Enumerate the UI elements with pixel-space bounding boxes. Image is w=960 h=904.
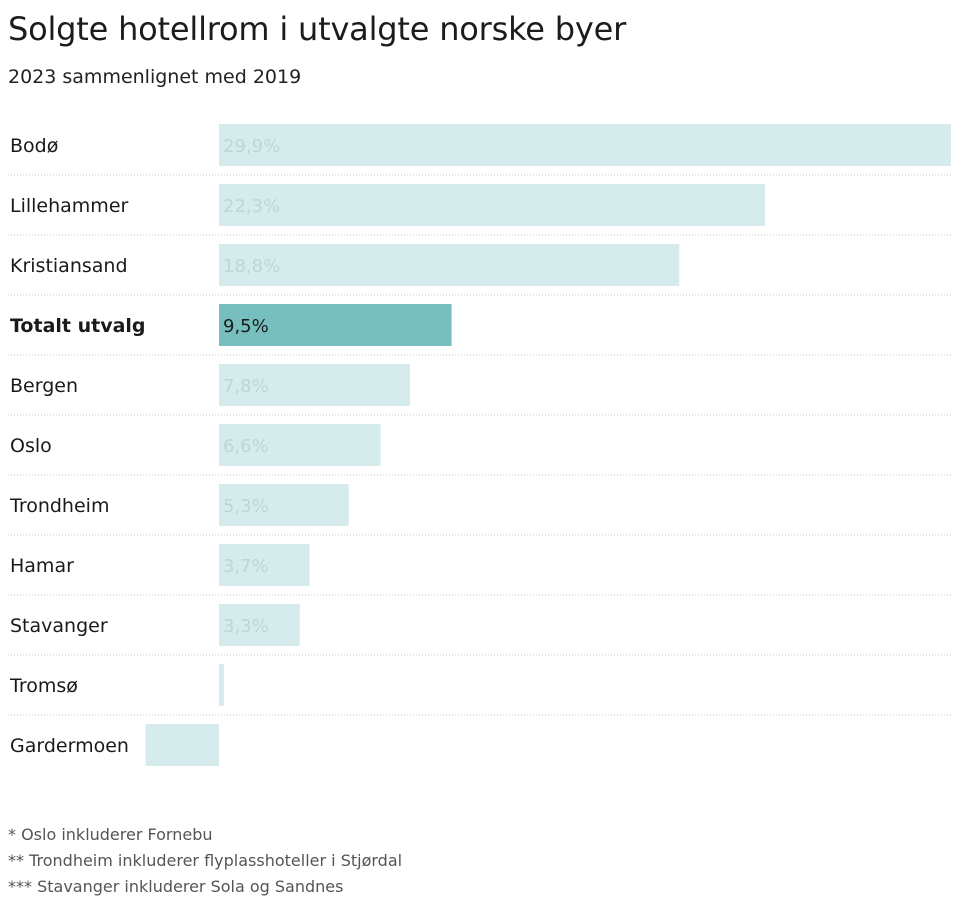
category-label-1: Lillehammer	[10, 195, 129, 217]
footnote-trondheim: ** Trondheim inkluderer flyplasshoteller…	[8, 851, 403, 870]
data-label-5: 6,6%	[223, 436, 269, 457]
bar-6	[219, 484, 349, 526]
data-label-0: 29,9%	[223, 136, 280, 157]
bar-2	[219, 244, 680, 286]
footnote-stavanger: *** Stavanger inkluderer Sola og Sandnes	[8, 877, 344, 896]
bar-3	[219, 304, 452, 346]
category-label-7: Hamar	[10, 555, 74, 577]
bar-5	[219, 424, 381, 466]
footnote-oslo: * Oslo inkluderer Fornebu	[8, 825, 213, 844]
data-label-1: 22,3%	[223, 196, 280, 217]
category-label-2: Kristiansand	[10, 255, 128, 277]
chart-subtitle: 2023 sammenlignet med 2019	[8, 66, 302, 88]
category-label-5: Oslo	[10, 435, 52, 457]
data-label-8: 3,3%	[223, 616, 269, 637]
chart-title: Solgte hotellrom i utvalgte norske byer	[8, 10, 627, 48]
bar-9	[219, 664, 224, 706]
category-label-6: Trondheim	[9, 495, 109, 517]
category-label-10: Gardermoen	[10, 735, 129, 757]
category-label-9: Tromsø	[9, 675, 78, 697]
bar-10	[145, 724, 219, 766]
bar-0	[219, 124, 951, 166]
bar-1	[219, 184, 765, 226]
footnotes: * Oslo inkluderer Fornebu ** Trondheim i…	[8, 822, 402, 900]
data-label-3: 9,5%	[223, 316, 269, 337]
bar-8	[219, 604, 300, 646]
category-label-3: Totalt utvalg	[10, 315, 146, 337]
data-label-6: 5,3%	[223, 496, 269, 517]
data-label-7: 3,7%	[223, 556, 269, 577]
category-label-4: Bergen	[10, 375, 78, 397]
category-label-0: Bodø	[10, 135, 58, 157]
data-label-4: 7,8%	[223, 376, 269, 397]
category-label-8: Stavanger	[10, 615, 108, 637]
bar-4	[219, 364, 410, 406]
data-label-2: 18,8%	[223, 256, 280, 277]
bar-7	[219, 544, 310, 586]
